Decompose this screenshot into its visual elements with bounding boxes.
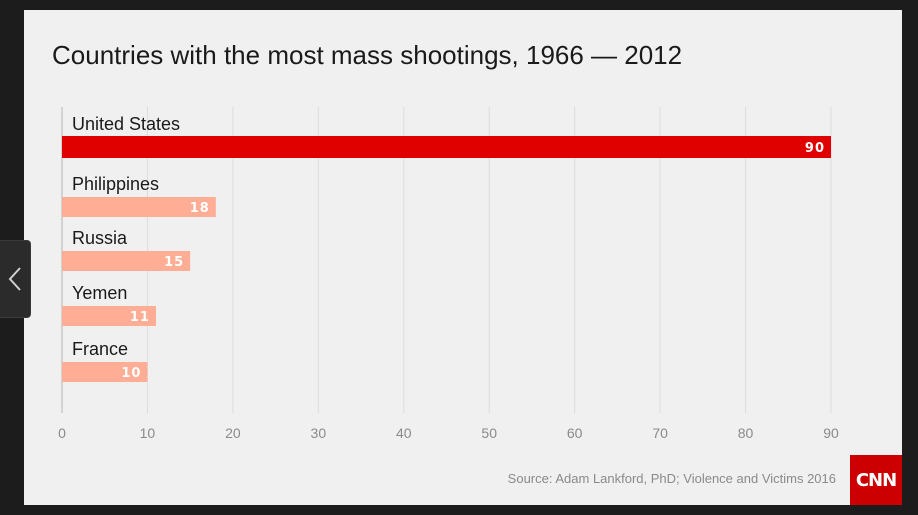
value-label-united-states: 90 xyxy=(805,141,825,156)
category-label-russia: Russia xyxy=(72,228,128,248)
previous-slide-button[interactable] xyxy=(0,240,31,318)
x-tick-label: 20 xyxy=(225,425,241,441)
x-tick-label: 80 xyxy=(738,425,754,441)
x-tick-label: 70 xyxy=(652,425,668,441)
bar-philippines xyxy=(62,197,216,217)
x-tick-label: 90 xyxy=(823,425,839,441)
bar-yemen xyxy=(62,306,156,326)
value-label-yemen: 11 xyxy=(130,310,150,325)
cnn-logo: CNN xyxy=(850,455,902,505)
x-tick-label: 50 xyxy=(481,425,497,441)
chevron-left-icon xyxy=(8,267,21,291)
chart-card: Countries with the most mass shootings, … xyxy=(24,10,902,505)
category-label-philippines: Philippines xyxy=(72,174,159,194)
bar-russia xyxy=(62,251,191,271)
bar-united-states xyxy=(62,136,831,158)
bar-chart: 0 10 20 30 40 50 60 70 80 90 United States 90 Philip… xyxy=(58,107,839,441)
value-label-philippines: 18 xyxy=(190,201,210,216)
value-label-russia: 15 xyxy=(164,255,184,270)
value-label-france: 10 xyxy=(121,366,141,381)
chart-title: Countries with the most mass shootings, … xyxy=(52,40,683,70)
category-label-yemen: Yemen xyxy=(72,283,127,303)
x-tick-label: 30 xyxy=(311,425,327,441)
x-tick-label: 0 xyxy=(58,425,66,441)
category-label-united-states: United States xyxy=(72,114,180,134)
bar-france xyxy=(62,362,148,382)
source-note: Source: Adam Lankford, PhD; Violence and… xyxy=(507,471,836,486)
x-tick-label: 40 xyxy=(396,425,412,441)
x-tick-label: 10 xyxy=(140,425,156,441)
category-label-france: France xyxy=(72,339,128,359)
x-tick-label: 60 xyxy=(567,425,583,441)
